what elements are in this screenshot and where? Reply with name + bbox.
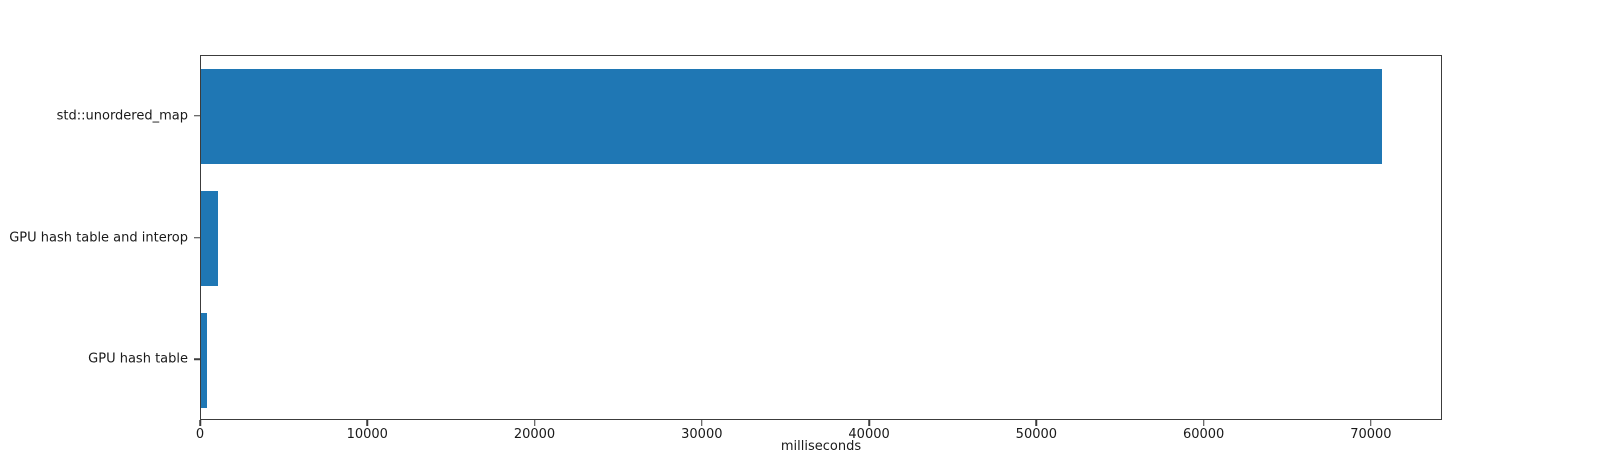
x-tick-label: 0 [195,427,205,442]
x-tick-mark [1202,420,1205,426]
x-tick-mark [868,420,870,426]
x-tick-mark [533,420,536,426]
x-tick-mark [199,420,201,426]
y-tick-mark [194,236,200,239]
y-tick-mark [194,115,200,117]
y-tick-mark [194,358,200,360]
plot-area [200,55,1442,420]
bar [201,191,218,286]
x-tick-label: 30000 [681,427,723,442]
x-tick-label: 60000 [1182,427,1225,442]
y-tick-label: GPU hash table and interop [9,230,188,245]
x-tick-label: 40000 [848,427,890,442]
x-tick-label: 50000 [1015,427,1058,442]
y-tick-label: GPU hash table [88,351,188,367]
x-tick-mark [366,420,369,426]
y-tick-label: std::unordered_map [56,108,188,124]
bar [201,312,208,408]
x-tick-mark [1370,420,1372,426]
x-tick-mark [1035,420,1038,426]
x-tick-label: 20000 [513,427,556,442]
x-tick-mark [701,420,703,426]
bar [201,69,1382,165]
x-tick-label: 70000 [1350,427,1392,442]
x-tick-label: 10000 [346,427,388,442]
x-axis-label: milliseconds [780,439,862,454]
